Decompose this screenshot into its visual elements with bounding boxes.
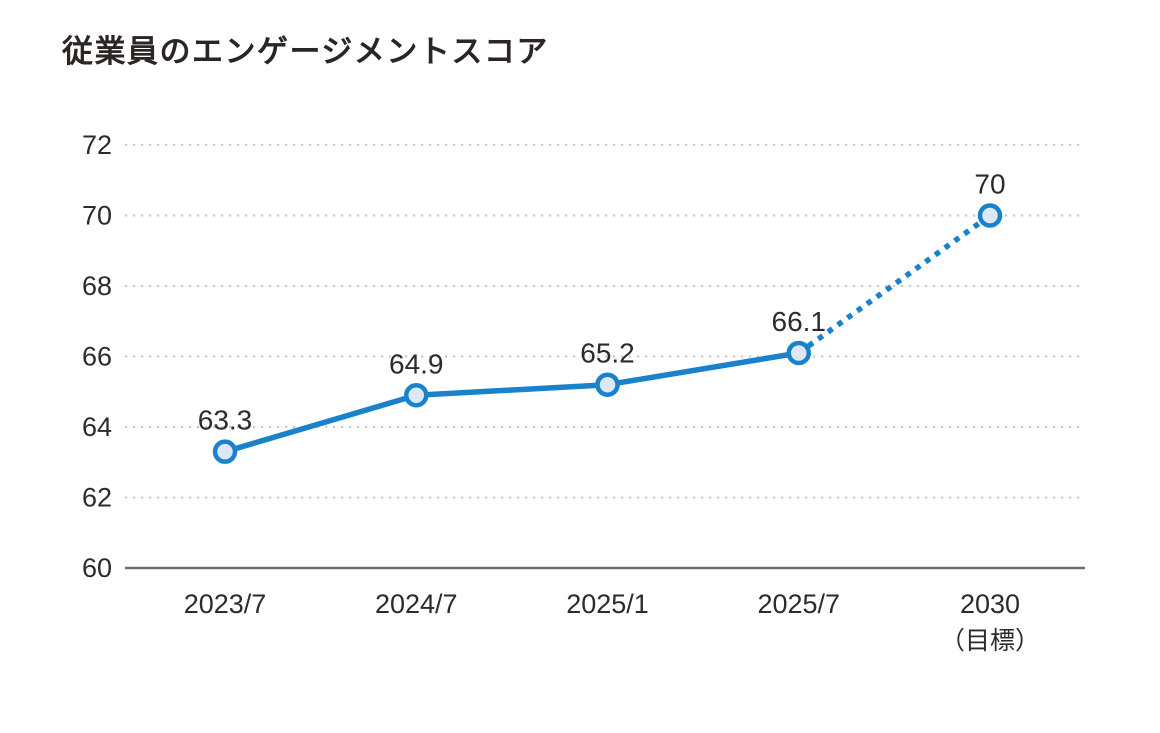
y-tick-label: 66 [82,342,112,372]
y-tick-label: 70 [82,201,112,231]
data-point-marker [595,372,620,397]
x-tick-label: 2030 [960,589,1020,619]
data-point-marker [786,340,811,366]
score-line-solid [222,350,802,455]
chart-title: 従業員のエンゲージメントスコア [62,34,549,69]
y-tick-label: 72 [82,130,112,160]
x-tick-label: 2024/7 [375,589,458,619]
score-line-dotted-target [797,213,992,356]
y-tick-label: 62 [82,483,112,513]
data-point-label: 63.3 [198,405,253,436]
data-point-label: 66.1 [772,306,827,337]
data-point-marker [404,383,429,408]
y-tick-label: 64 [82,412,112,442]
data-point-marker [212,439,238,464]
data-point-label: 70 [974,169,1005,200]
data-point-marker [977,203,1003,228]
x-tick-sublabel: （目標） [940,627,1040,655]
data-point-label: 65.2 [580,338,635,369]
y-tick-label: 60 [82,553,112,583]
data-point-label: 64.9 [389,348,444,379]
y-tick-label: 68 [82,271,112,301]
x-tick-label: 2025/7 [757,589,840,619]
x-tick-label: 2023/7 [184,589,267,619]
x-tick-label: 2025/1 [566,589,649,619]
